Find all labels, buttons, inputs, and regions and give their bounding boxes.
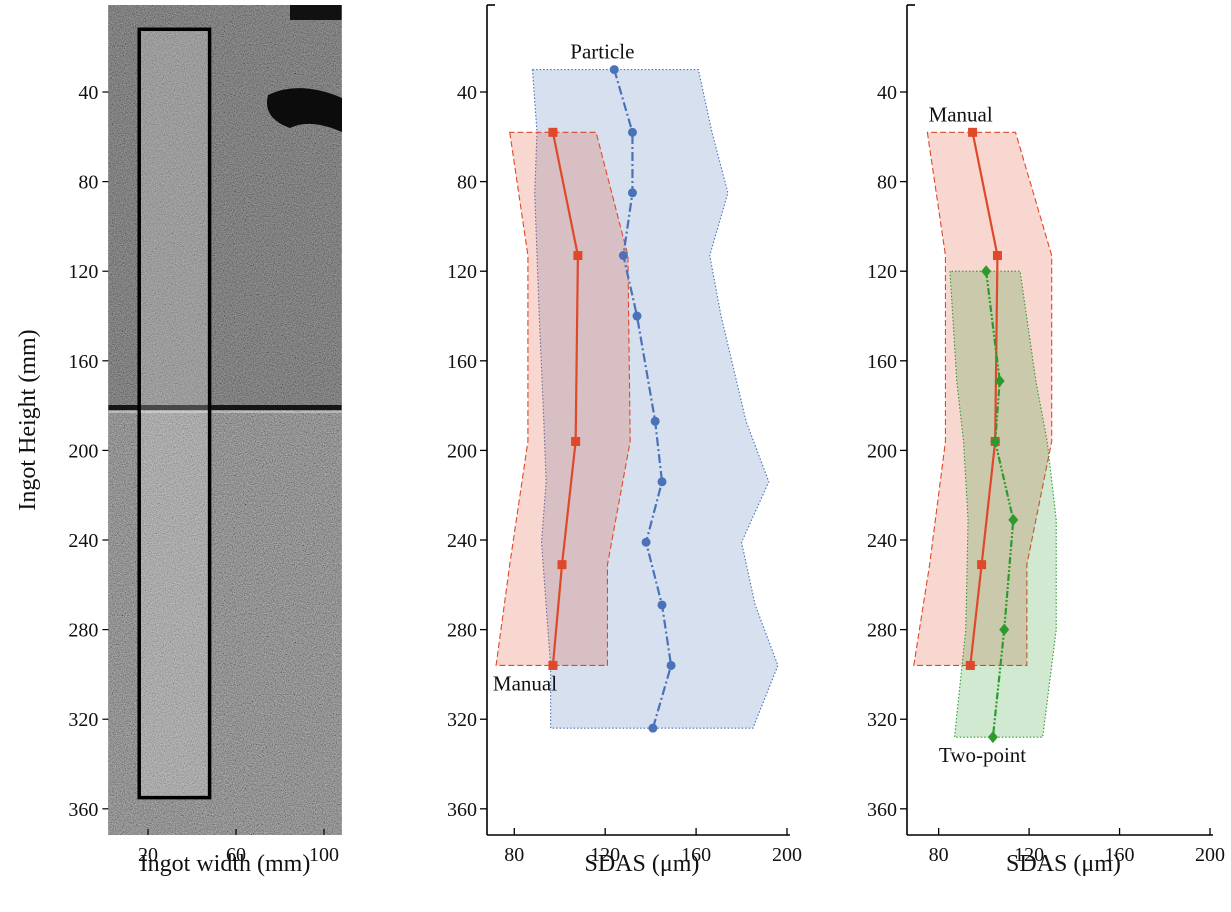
point bbox=[657, 477, 667, 487]
point bbox=[990, 435, 1001, 448]
sdas-band bbox=[913, 131, 1053, 667]
point bbox=[981, 265, 992, 278]
x-axis-label: Ingot width (mm) bbox=[140, 851, 311, 877]
y-tick-label: 200 bbox=[867, 440, 897, 462]
y-tick-label: 120 bbox=[867, 261, 897, 283]
point bbox=[977, 560, 987, 570]
point bbox=[999, 623, 1010, 636]
point bbox=[648, 723, 658, 733]
point bbox=[618, 251, 628, 261]
y-tick-label: 320 bbox=[68, 709, 98, 731]
x-tick-label: 100 bbox=[309, 844, 339, 866]
point bbox=[968, 127, 978, 137]
point bbox=[965, 660, 975, 670]
y-tick-label: 360 bbox=[867, 799, 897, 821]
y-tick-label: 80 bbox=[457, 172, 477, 194]
point bbox=[548, 660, 558, 670]
x-tick-label: 160 bbox=[1105, 844, 1135, 866]
point bbox=[657, 600, 667, 610]
y-tick-label: 320 bbox=[447, 709, 477, 731]
y-tick-label: 80 bbox=[78, 172, 98, 194]
x-tick-label: 120 bbox=[590, 844, 620, 866]
series-label: Two-point bbox=[939, 743, 1026, 767]
x-tick-label: 120 bbox=[1014, 844, 1044, 866]
y-tick-label: 240 bbox=[68, 530, 98, 552]
region-highlight bbox=[139, 29, 210, 798]
x-tick-label: 200 bbox=[1195, 844, 1225, 866]
y-tick-label: 360 bbox=[447, 799, 477, 821]
point bbox=[573, 251, 583, 261]
panel: 40 80 120 160 200 240 280 320 360 80 120 160 200 SDAS… bbox=[867, 4, 1225, 877]
y-tick-label: 40 bbox=[78, 82, 98, 104]
sdas-band bbox=[495, 131, 631, 667]
sdas-band bbox=[949, 270, 1057, 738]
y-tick-label: 40 bbox=[877, 82, 897, 104]
micrograph-shade bbox=[108, 5, 342, 405]
point bbox=[627, 188, 637, 198]
x-tick-label: 80 bbox=[929, 844, 949, 866]
y-tick-label: 280 bbox=[447, 620, 477, 642]
y-tick-label: 280 bbox=[68, 620, 98, 642]
y-tick-label: 120 bbox=[447, 261, 477, 283]
x-tick-label: 80 bbox=[504, 844, 524, 866]
series-label: Manual bbox=[493, 671, 557, 695]
y-tick-label: 200 bbox=[447, 440, 477, 462]
y-tick-label: 40 bbox=[457, 82, 477, 104]
point bbox=[987, 731, 998, 744]
x-tick-label: 200 bbox=[772, 844, 802, 866]
point bbox=[557, 560, 567, 570]
point bbox=[1008, 513, 1019, 526]
y-tick-label: 160 bbox=[447, 351, 477, 373]
y-tick-label: 80 bbox=[877, 172, 897, 194]
series-label: Manual bbox=[929, 102, 993, 126]
x-tick-label: 160 bbox=[681, 844, 711, 866]
dark-corner bbox=[290, 5, 342, 20]
y-tick-label: 160 bbox=[68, 351, 98, 373]
x-tick-label: 60 bbox=[226, 844, 246, 866]
y-axis-label: Ingot Height (mm) bbox=[15, 329, 41, 510]
region-box bbox=[137, 27, 212, 800]
point bbox=[641, 537, 651, 547]
y-tick-label: 240 bbox=[447, 530, 477, 552]
y-tick-label: 120 bbox=[68, 261, 98, 283]
point bbox=[571, 436, 581, 446]
point bbox=[992, 251, 1002, 261]
y-tick-label: 160 bbox=[867, 351, 897, 373]
cavity bbox=[266, 88, 342, 132]
x-tick-label: 20 bbox=[138, 844, 158, 866]
y-tick-label: 200 bbox=[68, 440, 98, 462]
point bbox=[548, 127, 558, 137]
point bbox=[650, 416, 660, 426]
point bbox=[627, 127, 637, 137]
y-tick-label: 360 bbox=[68, 799, 98, 821]
y-tick-label: 240 bbox=[867, 530, 897, 552]
x-axis-label: SDAS (μm) bbox=[1006, 851, 1121, 877]
point bbox=[666, 660, 676, 670]
y-tick-label: 320 bbox=[867, 709, 897, 731]
point bbox=[994, 374, 1005, 387]
micrograph-texture bbox=[108, 5, 342, 835]
sdas-band bbox=[531, 69, 779, 729]
seam bbox=[108, 405, 342, 410]
x-axis-label: SDAS (μm) bbox=[585, 851, 700, 877]
point bbox=[632, 311, 642, 321]
point bbox=[609, 65, 619, 75]
panel: 40 80 120 160 200 240 280 320 360 80 120 160 200 SDAS… bbox=[447, 4, 802, 877]
y-tick-label: 280 bbox=[867, 620, 897, 642]
sdas-line bbox=[985, 271, 1015, 738]
series-label: Particle bbox=[570, 40, 634, 64]
